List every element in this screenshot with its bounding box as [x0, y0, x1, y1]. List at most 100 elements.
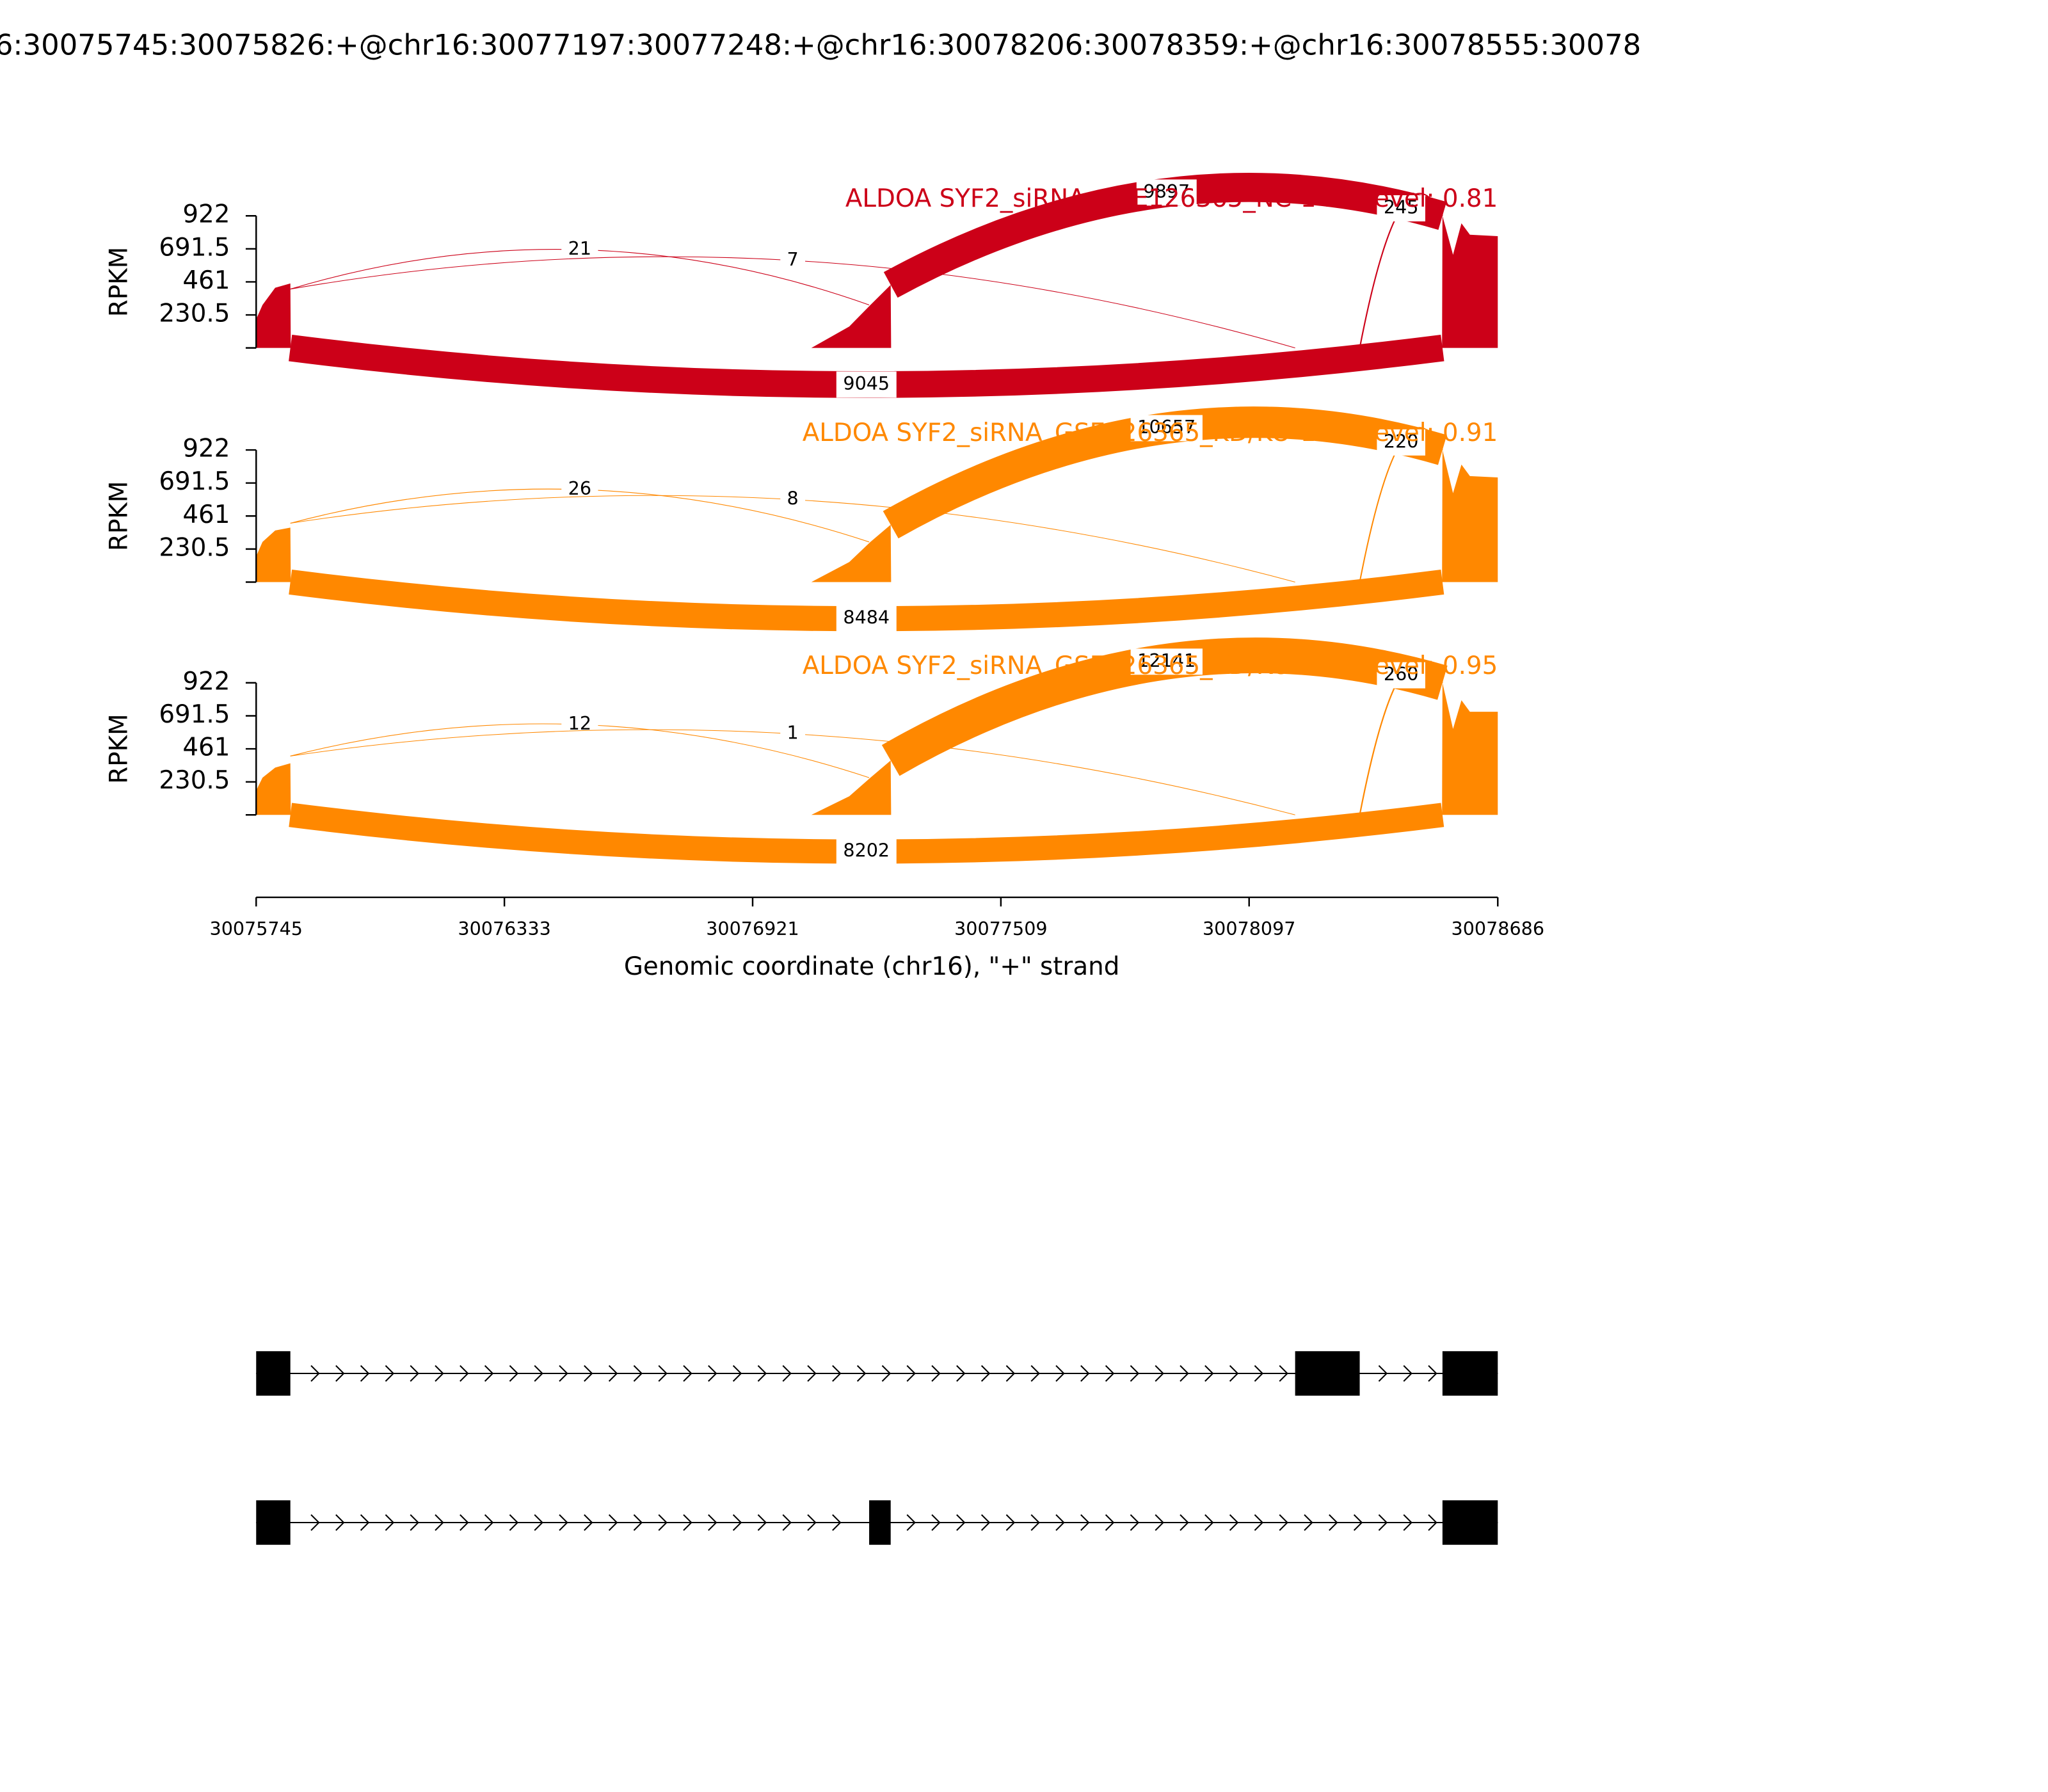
strand-chevron: [757, 1365, 767, 1382]
strand-chevron: [782, 1365, 792, 1382]
junction-label-bg: [780, 486, 806, 513]
strand-chevron: [1204, 1514, 1214, 1531]
strand-chevron: [1030, 1365, 1040, 1382]
junction-label: 9045: [843, 372, 890, 394]
junction-label: 10657: [1137, 416, 1196, 438]
y-axis-label: RPKM: [104, 481, 133, 551]
junction-label-bg: [836, 371, 897, 398]
strand-chevron: [832, 1514, 842, 1531]
strand-chevron: [683, 1365, 692, 1382]
strand-chevron: [1229, 1365, 1239, 1382]
junction-label-bg: [780, 721, 806, 748]
strand-chevron: [633, 1514, 643, 1531]
exon: [1295, 1351, 1360, 1396]
junction-label: 9897: [1143, 180, 1190, 202]
x-tick-label: 30077509: [954, 918, 1047, 940]
y-tick-label: 922: [182, 435, 230, 463]
strand-chevron: [732, 1365, 742, 1382]
exon: [1442, 1351, 1498, 1396]
strand-chevron: [1304, 1514, 1313, 1531]
strand-chevron: [807, 1365, 817, 1382]
y-axis-label: RPKM: [104, 714, 133, 783]
strand-chevron: [509, 1514, 519, 1531]
strand-chevron: [956, 1365, 966, 1382]
strand-chevron: [1080, 1365, 1090, 1382]
exon: [1442, 1500, 1498, 1545]
x-tick-label: 30076333: [458, 918, 550, 940]
panel-title: ALDOA SYF2_siRNA_GSE126365_KD/KO-2 IncLe…: [803, 652, 1498, 680]
y-tick-label: 922: [182, 200, 230, 229]
strand-chevron: [856, 1365, 867, 1382]
strand-chevron: [1005, 1365, 1016, 1382]
strand-chevron: [1155, 1365, 1164, 1382]
junction-label-bg: [1377, 195, 1425, 221]
strand-chevron: [584, 1514, 593, 1531]
junction-label-bg: [561, 476, 598, 503]
strand-chevron: [931, 1365, 941, 1382]
strand-chevron: [881, 1365, 892, 1382]
strand-chevron: [931, 1514, 941, 1531]
strand-chevron: [460, 1514, 469, 1531]
coverage-area: [256, 682, 1498, 815]
junction-label-bg: [836, 838, 897, 865]
strand-chevron: [633, 1365, 643, 1382]
exon: [256, 1351, 291, 1396]
strand-chevron: [1403, 1365, 1412, 1382]
junction-label-bg: [780, 247, 806, 274]
strand-chevron: [559, 1514, 568, 1531]
strand-chevron: [410, 1365, 419, 1382]
junction-label: 21: [568, 237, 591, 259]
strand-chevron: [484, 1365, 494, 1382]
y-tick-label: 691.5: [159, 233, 230, 262]
strand-chevron: [310, 1514, 320, 1531]
strand-chevron: [1378, 1514, 1388, 1531]
strand-chevron: [1055, 1514, 1065, 1531]
strand-chevron: [732, 1514, 742, 1531]
strand-chevron: [1080, 1514, 1090, 1531]
junction-label-bg: [1130, 415, 1203, 442]
strand-chevron: [1403, 1514, 1412, 1531]
strand-chevron: [1130, 1514, 1140, 1531]
strand-chevron: [1353, 1514, 1363, 1531]
strand-chevron: [1130, 1365, 1140, 1382]
junction-label: 7: [787, 248, 799, 270]
junction-label: 8484: [843, 607, 890, 628]
strand-chevron: [708, 1514, 717, 1531]
exon: [256, 1500, 291, 1545]
strand-chevron: [906, 1365, 916, 1382]
coverage-area: [256, 450, 1498, 582]
junction-label-bg: [561, 711, 598, 738]
y-tick-label: 230.5: [159, 533, 230, 562]
strand-chevron: [1254, 1365, 1264, 1382]
y-tick-label: 230.5: [159, 300, 230, 328]
junction-label: 12141: [1137, 650, 1196, 671]
strand-chevron: [435, 1514, 444, 1531]
strand-chevron: [1254, 1514, 1264, 1531]
x-tick-label: 30075745: [210, 918, 303, 940]
strand-chevron: [360, 1365, 370, 1382]
y-tick-label: 691.5: [159, 700, 230, 729]
strand-chevron: [335, 1514, 345, 1531]
junction-label: 1: [787, 722, 799, 744]
y-axis-label: RPKM: [104, 247, 133, 317]
strand-chevron: [1428, 1514, 1437, 1531]
strand-chevron: [335, 1365, 345, 1382]
exon: [869, 1500, 891, 1545]
strand-chevron: [435, 1365, 444, 1382]
strand-chevron: [1030, 1514, 1040, 1531]
strand-chevron: [1155, 1514, 1164, 1531]
y-tick-label: 922: [182, 667, 230, 696]
junction-label-bg: [1377, 429, 1425, 456]
panel-title: ALDOA SYF2_siRNA_GSE126365_KD/KO-1 IncLe…: [803, 419, 1498, 447]
strand-chevron: [980, 1514, 991, 1531]
y-tick-label: 691.5: [159, 467, 230, 496]
strand-chevron: [708, 1365, 717, 1382]
strand-chevron: [410, 1514, 419, 1531]
strand-chevron: [807, 1514, 817, 1531]
x-axis-label: Genomic coordinate (chr16), "+" strand: [624, 952, 1120, 981]
strand-chevron: [310, 1365, 320, 1382]
strand-chevron: [1378, 1365, 1388, 1382]
